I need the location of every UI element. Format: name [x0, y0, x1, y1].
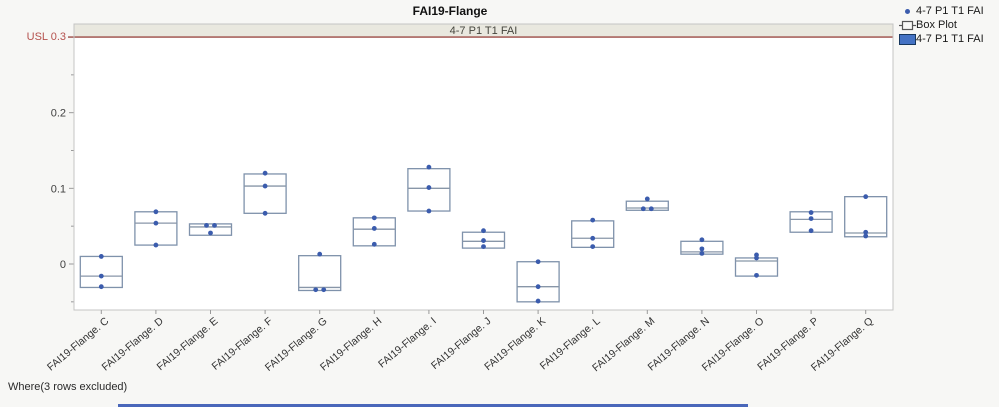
y-tick-label: 0.2 [51, 108, 66, 120]
data-point[interactable] [808, 210, 814, 215]
data-point[interactable] [590, 217, 596, 223]
data-point[interactable] [262, 183, 268, 189]
usl-limit-label: USL 0.3 [26, 31, 66, 43]
data-point[interactable] [535, 284, 541, 290]
data-point[interactable] [208, 230, 213, 236]
data-point[interactable] [426, 208, 432, 214]
plot-area[interactable] [74, 24, 893, 310]
series-band-label: 4-7 P1 T1 FAI [449, 25, 518, 37]
legend-item-points[interactable]: 4-7 P1 T1 FAI [898, 4, 984, 18]
legend-label: 4-7 P1 T1 FAI [916, 33, 984, 45]
data-point[interactable] [426, 185, 432, 190]
data-point[interactable] [863, 194, 869, 200]
data-point[interactable] [481, 228, 486, 234]
data-point[interactable] [153, 242, 159, 248]
data-point[interactable] [212, 223, 217, 228]
legend-item-series-swatch[interactable]: 4-7 P1 T1 FAI [898, 32, 984, 46]
data-point[interactable] [590, 244, 596, 249]
legend-label: 4-7 P1 T1 FAI [916, 5, 984, 17]
data-point[interactable] [426, 164, 432, 170]
data-point[interactable] [481, 238, 486, 243]
series-band [74, 24, 893, 37]
legend: 4-7 P1 T1 FAI Box Plot 4-7 P1 T1 FAI [898, 4, 984, 46]
data-point[interactable] [98, 284, 104, 290]
data-point[interactable] [317, 251, 323, 257]
data-point[interactable] [699, 237, 705, 243]
data-point[interactable] [699, 246, 705, 252]
data-point[interactable] [863, 233, 869, 239]
data-point[interactable] [699, 251, 705, 256]
data-point[interactable] [535, 259, 541, 265]
data-point[interactable] [321, 287, 327, 293]
data-point[interactable] [535, 298, 541, 304]
data-point[interactable] [481, 244, 486, 249]
data-point[interactable] [371, 241, 377, 247]
data-point[interactable] [371, 215, 377, 221]
legend-item-boxplot[interactable]: Box Plot [898, 18, 984, 32]
box-plot-icon [898, 20, 916, 31]
chart-title: FAI19-Flange [412, 4, 488, 18]
data-point[interactable] [808, 216, 814, 222]
data-point[interactable] [313, 287, 319, 293]
data-point[interactable] [371, 226, 377, 231]
data-point[interactable] [863, 229, 869, 235]
point-marker-icon [898, 8, 916, 14]
data-point[interactable] [153, 220, 159, 226]
data-point[interactable] [754, 255, 759, 261]
data-point[interactable] [98, 273, 104, 279]
data-point[interactable] [808, 228, 814, 234]
data-point[interactable] [262, 210, 268, 216]
data-point[interactable] [262, 170, 268, 176]
y-tick-label: 0.1 [51, 183, 66, 195]
filled-swatch-icon [898, 33, 916, 45]
data-point[interactable] [153, 209, 159, 215]
data-point[interactable] [644, 196, 650, 202]
data-point[interactable] [754, 272, 759, 278]
data-point[interactable] [590, 235, 596, 241]
bottom-selection-bar[interactable] [118, 404, 748, 407]
legend-label: Box Plot [916, 19, 957, 31]
data-point[interactable] [204, 223, 209, 228]
data-point[interactable] [648, 206, 654, 212]
y-tick-label: 0 [60, 259, 66, 271]
data-point[interactable] [98, 254, 104, 259]
where-clause-note: Where(3 rows excluded) [8, 381, 128, 393]
data-point[interactable] [640, 206, 646, 212]
